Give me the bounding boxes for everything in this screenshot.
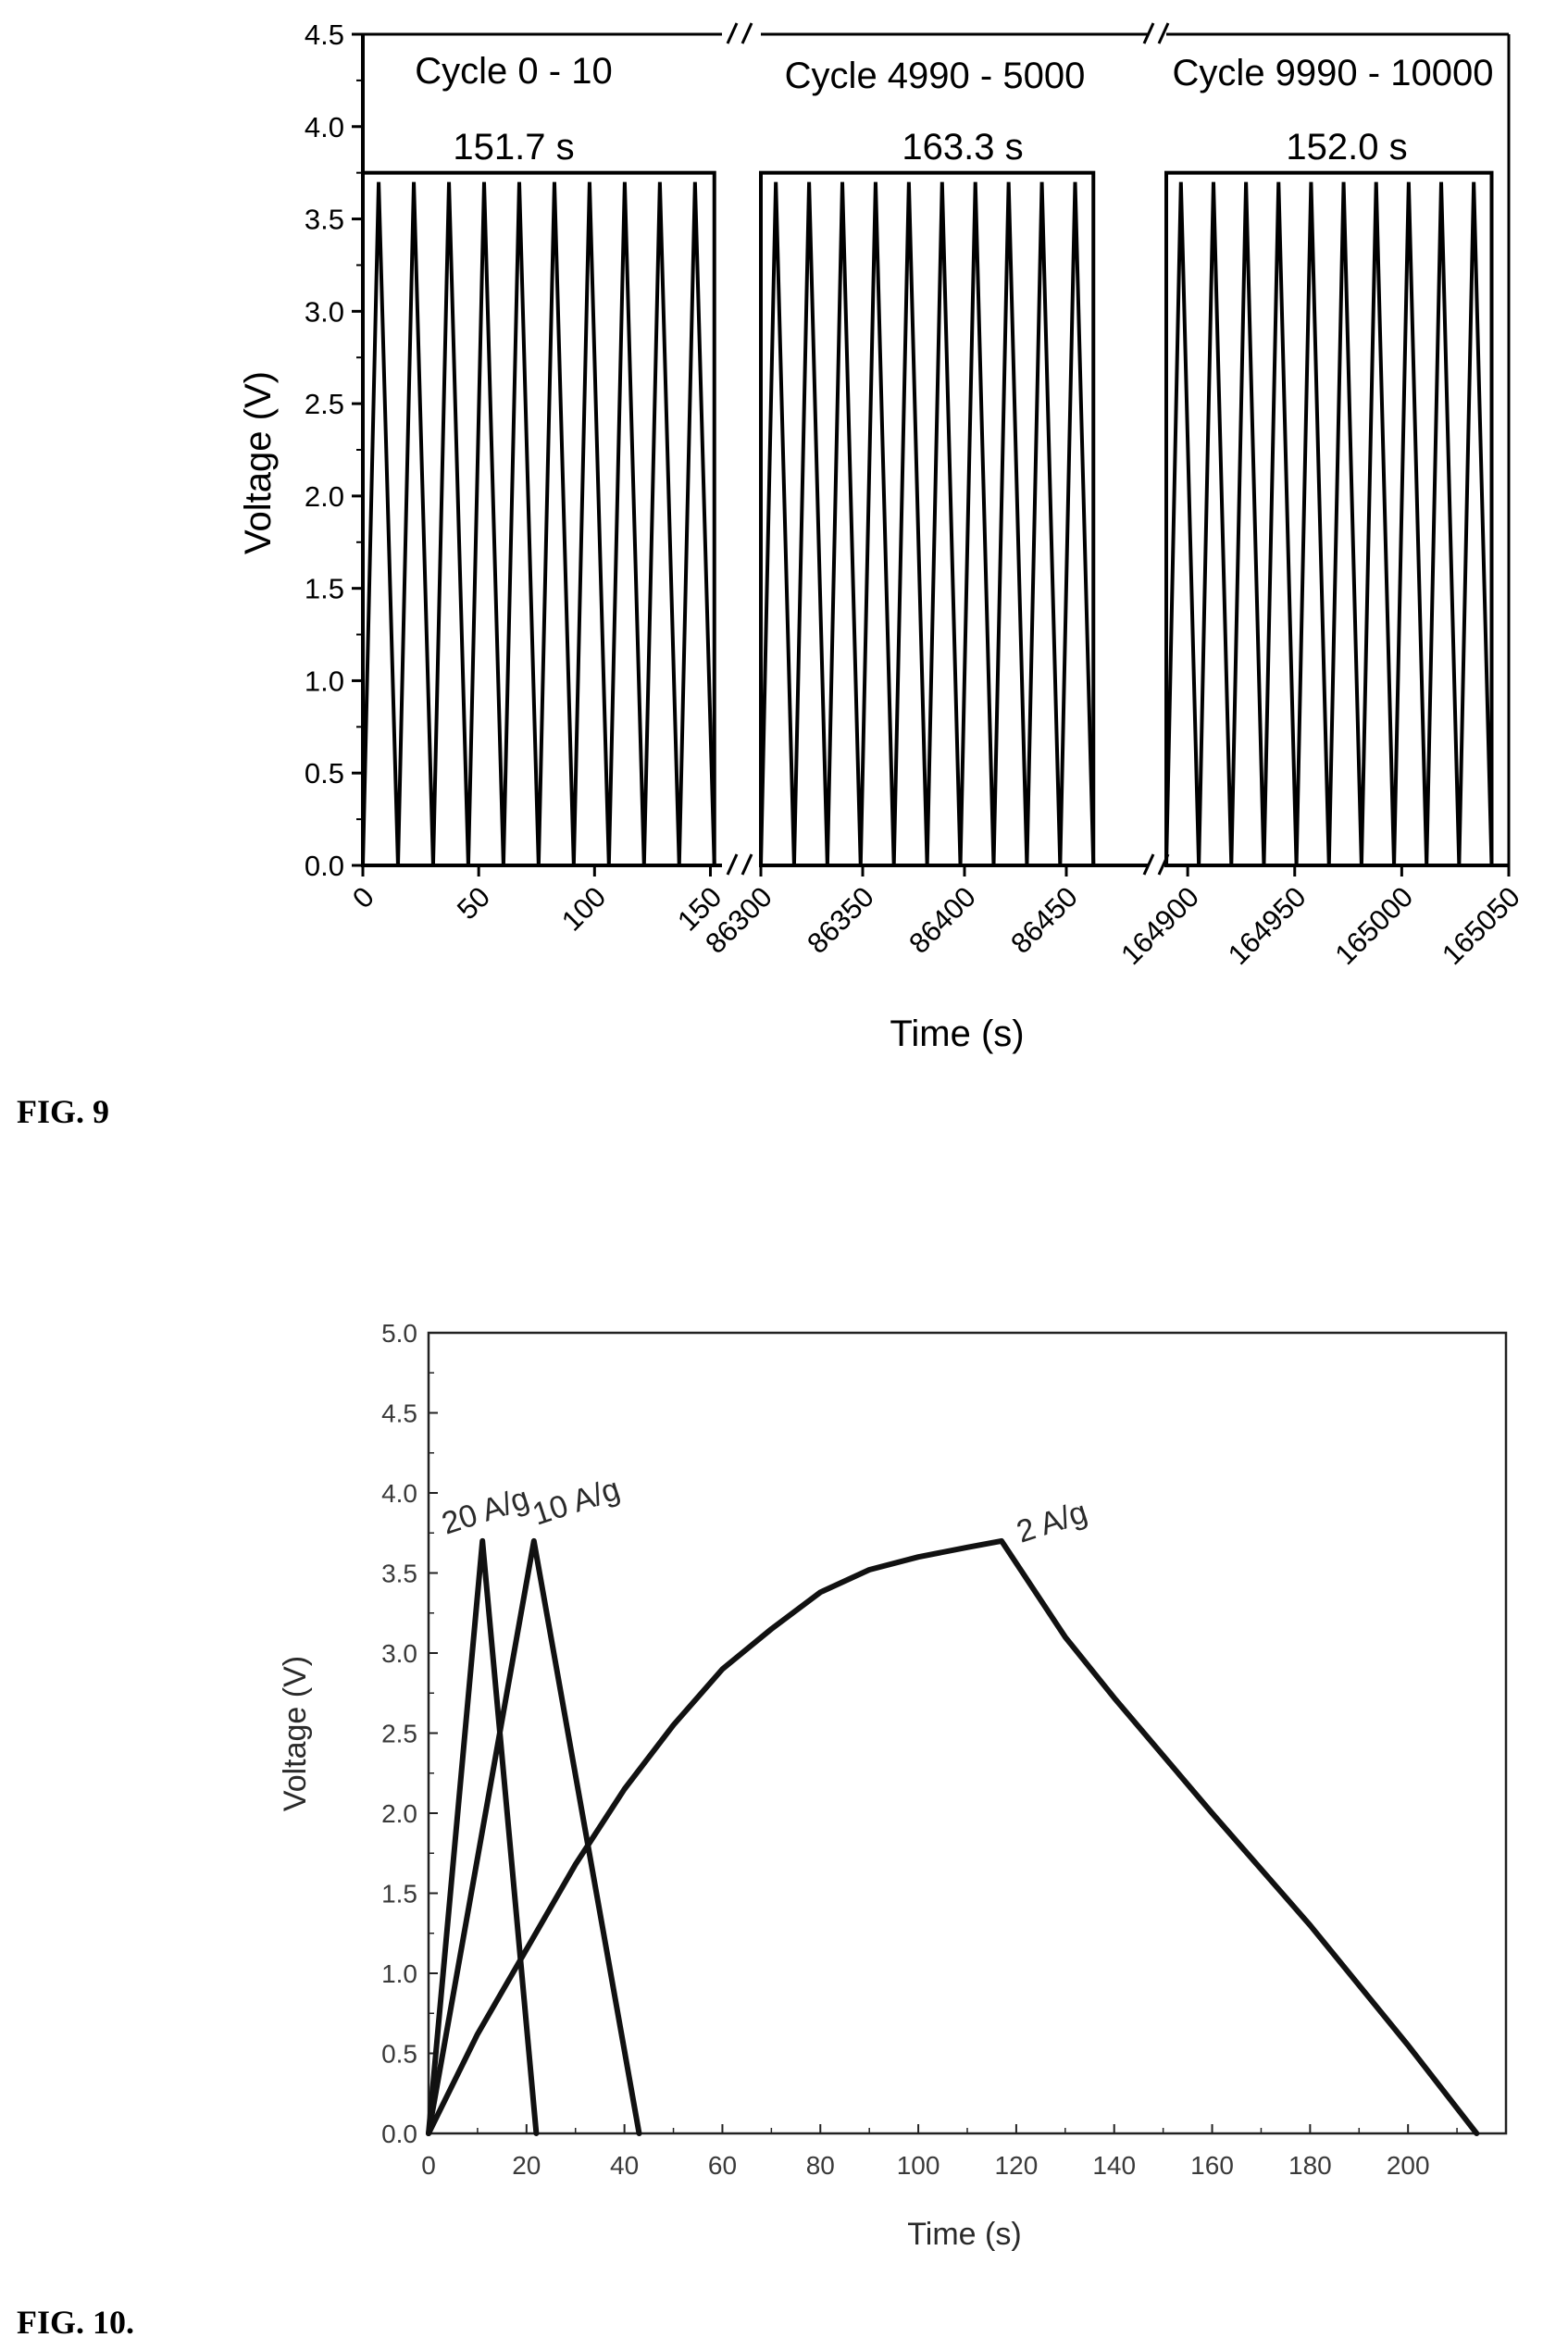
fig9-y-tick-label: 3.0	[305, 295, 344, 328]
fig10-y-tick-label: 4.0	[381, 1479, 417, 1508]
fig10-x-tick-label: 20	[512, 2151, 541, 2180]
fig10-series-label-20ag: 20 A/g	[438, 1481, 533, 1542]
fig9-y-tick-label: 0.5	[305, 757, 344, 790]
fig9-series	[361, 181, 1494, 866]
fig10-x-tick-label: 0	[421, 2151, 436, 2180]
fig9-axis-break-mark	[740, 853, 753, 876]
fig9-chart: 0.00.51.01.52.02.53.03.54.04.5 0 50 100 150…	[238, 19, 1526, 1054]
fig9-x-axis-label: Time (s)	[890, 1013, 1024, 1054]
fig10-y-tick-label: 0.5	[381, 2040, 417, 2069]
fig9-voltage-trace	[1164, 181, 1494, 866]
fig10-y-tick-label: 2.5	[381, 1720, 417, 1748]
fig9-x-tick-label: 50	[451, 880, 496, 926]
fig9-axis-break-mark	[726, 853, 739, 876]
fig9-voltage-trace	[759, 181, 1096, 866]
fig10-series-label-10ag: 10 A/g	[529, 1472, 624, 1533]
fig10-y-tick-label: 4.5	[381, 1399, 417, 1428]
fig9-x-tick-label: 165050	[1436, 880, 1526, 971]
fig10-x-tick-label: 60	[708, 2151, 737, 2180]
fig9-caption: FIG. 9	[17, 1093, 110, 1130]
fig9-y-tick-label: 1.5	[305, 573, 344, 605]
fig10-y-tick-label: 3.0	[381, 1639, 417, 1668]
fig10-y-tick-label: 2.0	[381, 1799, 417, 1828]
fig10-series-line	[426, 1537, 642, 2136]
fig9-x-tick-label: 86450	[1004, 880, 1084, 960]
fig10-x-tick-label: 200	[1387, 2151, 1430, 2180]
fig10-y-tick-label: 5.0	[381, 1319, 417, 1348]
fig9-axis-break-mark	[726, 22, 739, 44]
fig9-segment-3-duration: 152.0 s	[1286, 127, 1407, 168]
fig10-y-tick-label: 0.0	[381, 2120, 417, 2148]
fig9-segment-2-duration: 163.3 s	[902, 127, 1023, 168]
fig10-x-tick-label: 120	[995, 2151, 1039, 2180]
fig10-x-tick-label: 100	[897, 2151, 940, 2180]
fig10-series	[426, 1537, 1480, 2136]
fig9-y-tick-label: 3.5	[305, 204, 344, 236]
fig9-segment-2-cycle-label: Cycle 4990 - 5000	[785, 56, 1086, 96]
fig9-axis-break-mark	[1142, 22, 1155, 44]
fig10-series-label-2ag: 2 A/g	[1013, 1495, 1091, 1550]
fig9-segment-1-duration: 151.7 s	[453, 127, 574, 168]
fig10-y-ticks: 0.0 0.5 1.0 1.5 2.0 2.5 3.0 3.5 4.0 4.5 5.0	[381, 1319, 438, 2148]
fig10-axes	[427, 1331, 1508, 2135]
fig9-cycle-boxes	[361, 170, 1494, 867]
fig10-y-tick-label: 1.0	[381, 1959, 417, 1988]
fig10-y-tick-label: 3.5	[381, 1560, 417, 1588]
fig9-axis-break-mark	[1142, 853, 1155, 876]
fig10-x-tick-label: 160	[1190, 2151, 1234, 2180]
fig9-x-tick-label: 165000	[1328, 880, 1419, 971]
fig9-segment-1-cycle-label: Cycle 0 - 10	[415, 51, 612, 92]
fig9-y-tick-label: 2.5	[305, 388, 344, 420]
fig9-voltage-trace	[361, 181, 716, 866]
fig10-series-line	[426, 1537, 540, 2136]
fig10-chart: 0.0 0.5 1.0 1.5 2.0 2.5 3.0 3.5 4.0 4.5 5.0 0 20 40 6…	[278, 1319, 1508, 2252]
fig9-x-tick-label: 0	[346, 880, 380, 914]
fig9-axis-break-mark	[1157, 22, 1170, 44]
fig9-x-tick-label: 86350	[801, 880, 880, 960]
fig9-y-tick-label: 0.0	[305, 850, 344, 882]
fig10-x-tick-label: 80	[806, 2151, 835, 2180]
fig10-y-tick-label: 1.5	[381, 1880, 417, 1909]
fig10-x-tick-label: 40	[610, 2151, 639, 2180]
fig9-axis-break-mark	[740, 22, 753, 44]
fig9-x-tick-label: 86400	[902, 880, 982, 960]
fig10-x-axis-label: Time (s)	[907, 2217, 1021, 2252]
fig10-plot-frame	[427, 1331, 1508, 2135]
fig9-x-tick-label: 164900	[1114, 880, 1205, 971]
fig9-y-ticks: 0.0 0.5 1.0 1.5 2.0 2.5 3.0 3.5 4.0 4.5	[305, 19, 363, 882]
fig10-x-tick-label: 180	[1288, 2151, 1332, 2180]
fig9-y-tick-label: 4.0	[305, 111, 344, 143]
fig10-series-line	[426, 1537, 1480, 2136]
fig9-y-tick-label: 1.0	[305, 665, 344, 697]
fig9-x-tick-label: 164950	[1222, 880, 1313, 971]
fig9-x-tick-label: 100	[555, 880, 612, 937]
fig10-x-ticks: 0 20 40 60 80 100 120 140 160 180 200	[421, 2124, 1458, 2180]
fig10-y-axis-label: Voltage (V)	[278, 1656, 313, 1811]
fig10-caption: FIG. 10.	[17, 2304, 135, 2341]
fig9-y-axis-label: Voltage (V)	[238, 371, 279, 554]
fig9-y-tick-label: 2.0	[305, 480, 344, 513]
fig9-segment-3-cycle-label: Cycle 9990 - 10000	[1173, 53, 1494, 93]
fig9-y-tick-label: 4.5	[305, 19, 344, 51]
fig10-x-tick-label: 140	[1092, 2151, 1136, 2180]
